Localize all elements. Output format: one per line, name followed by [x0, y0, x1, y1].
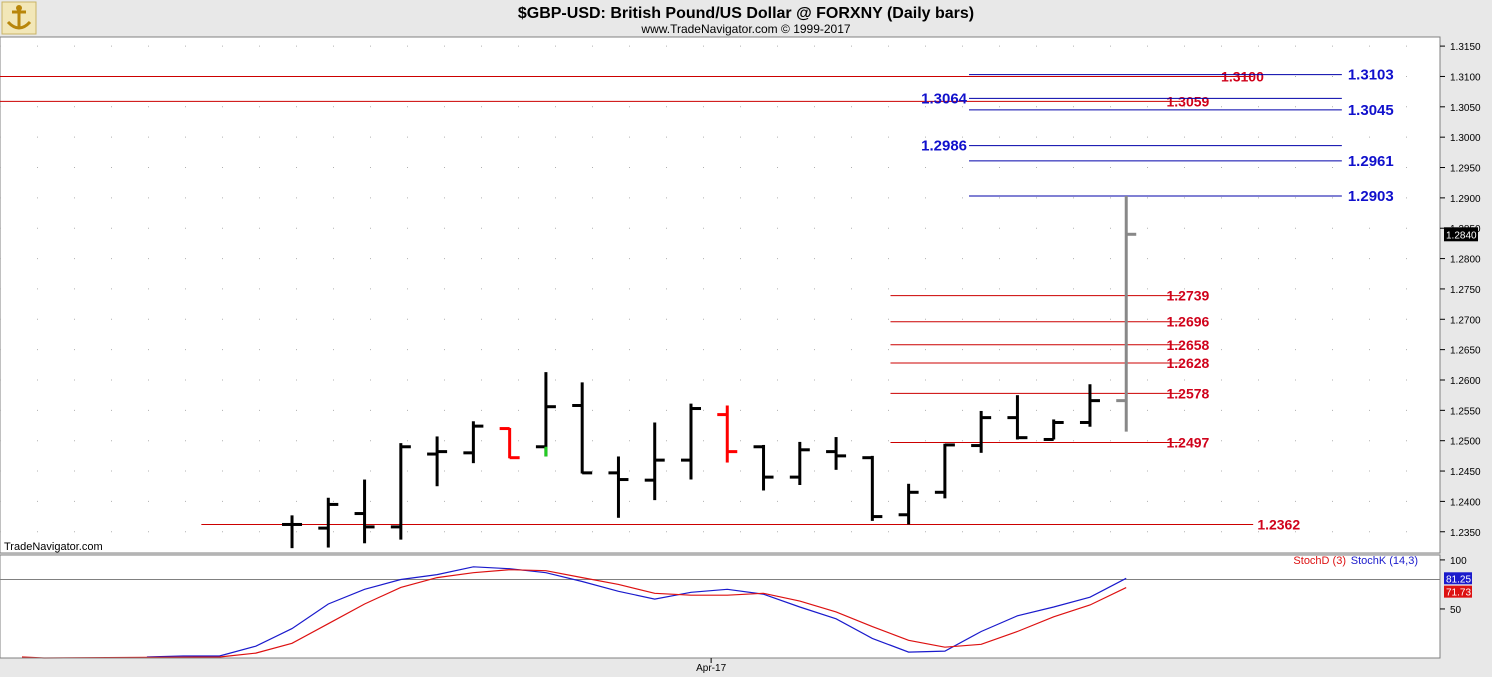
red-level-label: 1.2578	[1167, 385, 1210, 401]
price-axis: 1.3150 1.3100 1.3050 1.3000 1.2950 1.2900 1.28…	[1440, 42, 1481, 539]
y-tick-label: 1.2400	[1450, 497, 1481, 508]
blue-level-label: 1.2986	[921, 138, 967, 155]
ohlc-bar	[318, 497, 339, 548]
y-tick-label: 1.2800	[1450, 255, 1481, 266]
watermark: TradeNavigator.com	[4, 541, 103, 553]
price-bars	[282, 196, 1137, 549]
y-tick-label: 1.2550	[1450, 406, 1481, 417]
blue-level-label: 1.3103	[1348, 67, 1394, 84]
ohlc-bar	[753, 444, 774, 491]
stoch-panel	[0, 554, 1441, 659]
ohlc-bar	[535, 372, 556, 457]
ohlc-bar	[1043, 419, 1064, 441]
red-level-label: 1.2362	[1257, 516, 1300, 532]
logo	[1, 1, 37, 35]
y-tick-label: 1.2450	[1450, 467, 1481, 478]
blue-level-label: 1.2903	[1348, 188, 1394, 205]
ohlc-bar	[826, 437, 847, 470]
y-tick-label: 1.2900	[1450, 194, 1481, 205]
ohlc-bar	[499, 427, 520, 460]
stoch-tick-label: 50	[1450, 605, 1462, 616]
stoch-axis: 100 50 81.25 71.73	[1440, 556, 1472, 616]
y-tick-label: 1.2500	[1450, 437, 1481, 448]
ohlc-bar	[898, 483, 919, 525]
y-tick-label: 1.3000	[1450, 133, 1481, 144]
red-level-label: 1.3059	[1167, 93, 1210, 109]
stoch-lines	[21, 566, 1127, 659]
ohlc-bar	[463, 421, 484, 464]
stoch-d-value: 71.73	[1446, 588, 1471, 599]
red-level-label: 1.3100	[1221, 68, 1264, 84]
stoch-series-line	[146, 566, 1127, 658]
x-axis: Apr-17	[696, 658, 727, 674]
ohlc-bar	[390, 443, 411, 540]
y-tick-label: 1.2750	[1450, 285, 1481, 296]
ohlc-bar	[608, 456, 629, 518]
chart-subtitle: www.TradeNavigator.com © 1999-2017	[640, 22, 850, 36]
price-panel	[0, 36, 1441, 554]
ohlc-bar	[934, 443, 955, 499]
ohlc-bar	[1116, 196, 1137, 432]
ohlc-bar	[572, 382, 593, 475]
stoch-tick-label: 100	[1450, 556, 1467, 567]
ohlc-bar	[680, 403, 701, 480]
chart-title: $GBP-USD: British Pound/US Dollar @ FORX…	[518, 5, 974, 22]
stoch-k-value-box	[1444, 572, 1472, 585]
stoch-k-value: 81.25	[1446, 574, 1471, 585]
red-level-label: 1.2497	[1167, 435, 1210, 451]
ohlc-bar	[644, 422, 665, 501]
blue-level-label: 1.2961	[1348, 153, 1394, 170]
ohlc-bar	[971, 410, 992, 453]
ohlc-bar	[282, 515, 303, 549]
last-price-box	[1444, 227, 1478, 242]
price-levels: 1.2362 1.2497 1.2578 1.2628 1.2658 1.2696 1.27…	[0, 67, 1394, 532]
ohlc-bar	[427, 436, 448, 487]
anchor-logo-icon	[1, 1, 37, 35]
red-level-label: 1.2628	[1167, 355, 1210, 371]
y-tick-label: 1.3150	[1450, 42, 1481, 53]
ohlc-bar	[862, 455, 883, 521]
y-tick-label: 1.3100	[1450, 72, 1481, 83]
red-level-label: 1.2658	[1167, 337, 1210, 353]
red-level-label: 1.2739	[1167, 288, 1210, 304]
y-tick-label: 1.2350	[1450, 528, 1481, 539]
y-tick-label: 1.2600	[1450, 376, 1481, 387]
stoch-series-line	[21, 569, 1127, 659]
y-tick-label: 1.2700	[1450, 315, 1481, 326]
ohlc-bar	[789, 441, 810, 486]
stoch-d-value-box	[1444, 585, 1472, 598]
legend-stochd: StochD (3)	[1293, 555, 1346, 567]
last-price-label: 1.2840	[1446, 230, 1477, 241]
legend-stochk: StochK (14,3)	[1351, 555, 1418, 567]
y-tick-label: 1.2650	[1450, 346, 1481, 357]
red-level-label: 1.2696	[1167, 314, 1210, 330]
blue-level-label: 1.3064	[921, 90, 968, 107]
blue-level-label: 1.3045	[1348, 102, 1394, 119]
y-tick-label: 1.3050	[1450, 103, 1481, 114]
ohlc-bar	[354, 479, 375, 544]
ohlc-bar	[1007, 395, 1028, 440]
ohlc-bar	[717, 405, 738, 463]
ohlc-bar	[1079, 384, 1100, 427]
x-tick-label: Apr-17	[696, 663, 726, 674]
y-tick-label: 1.2950	[1450, 164, 1481, 175]
